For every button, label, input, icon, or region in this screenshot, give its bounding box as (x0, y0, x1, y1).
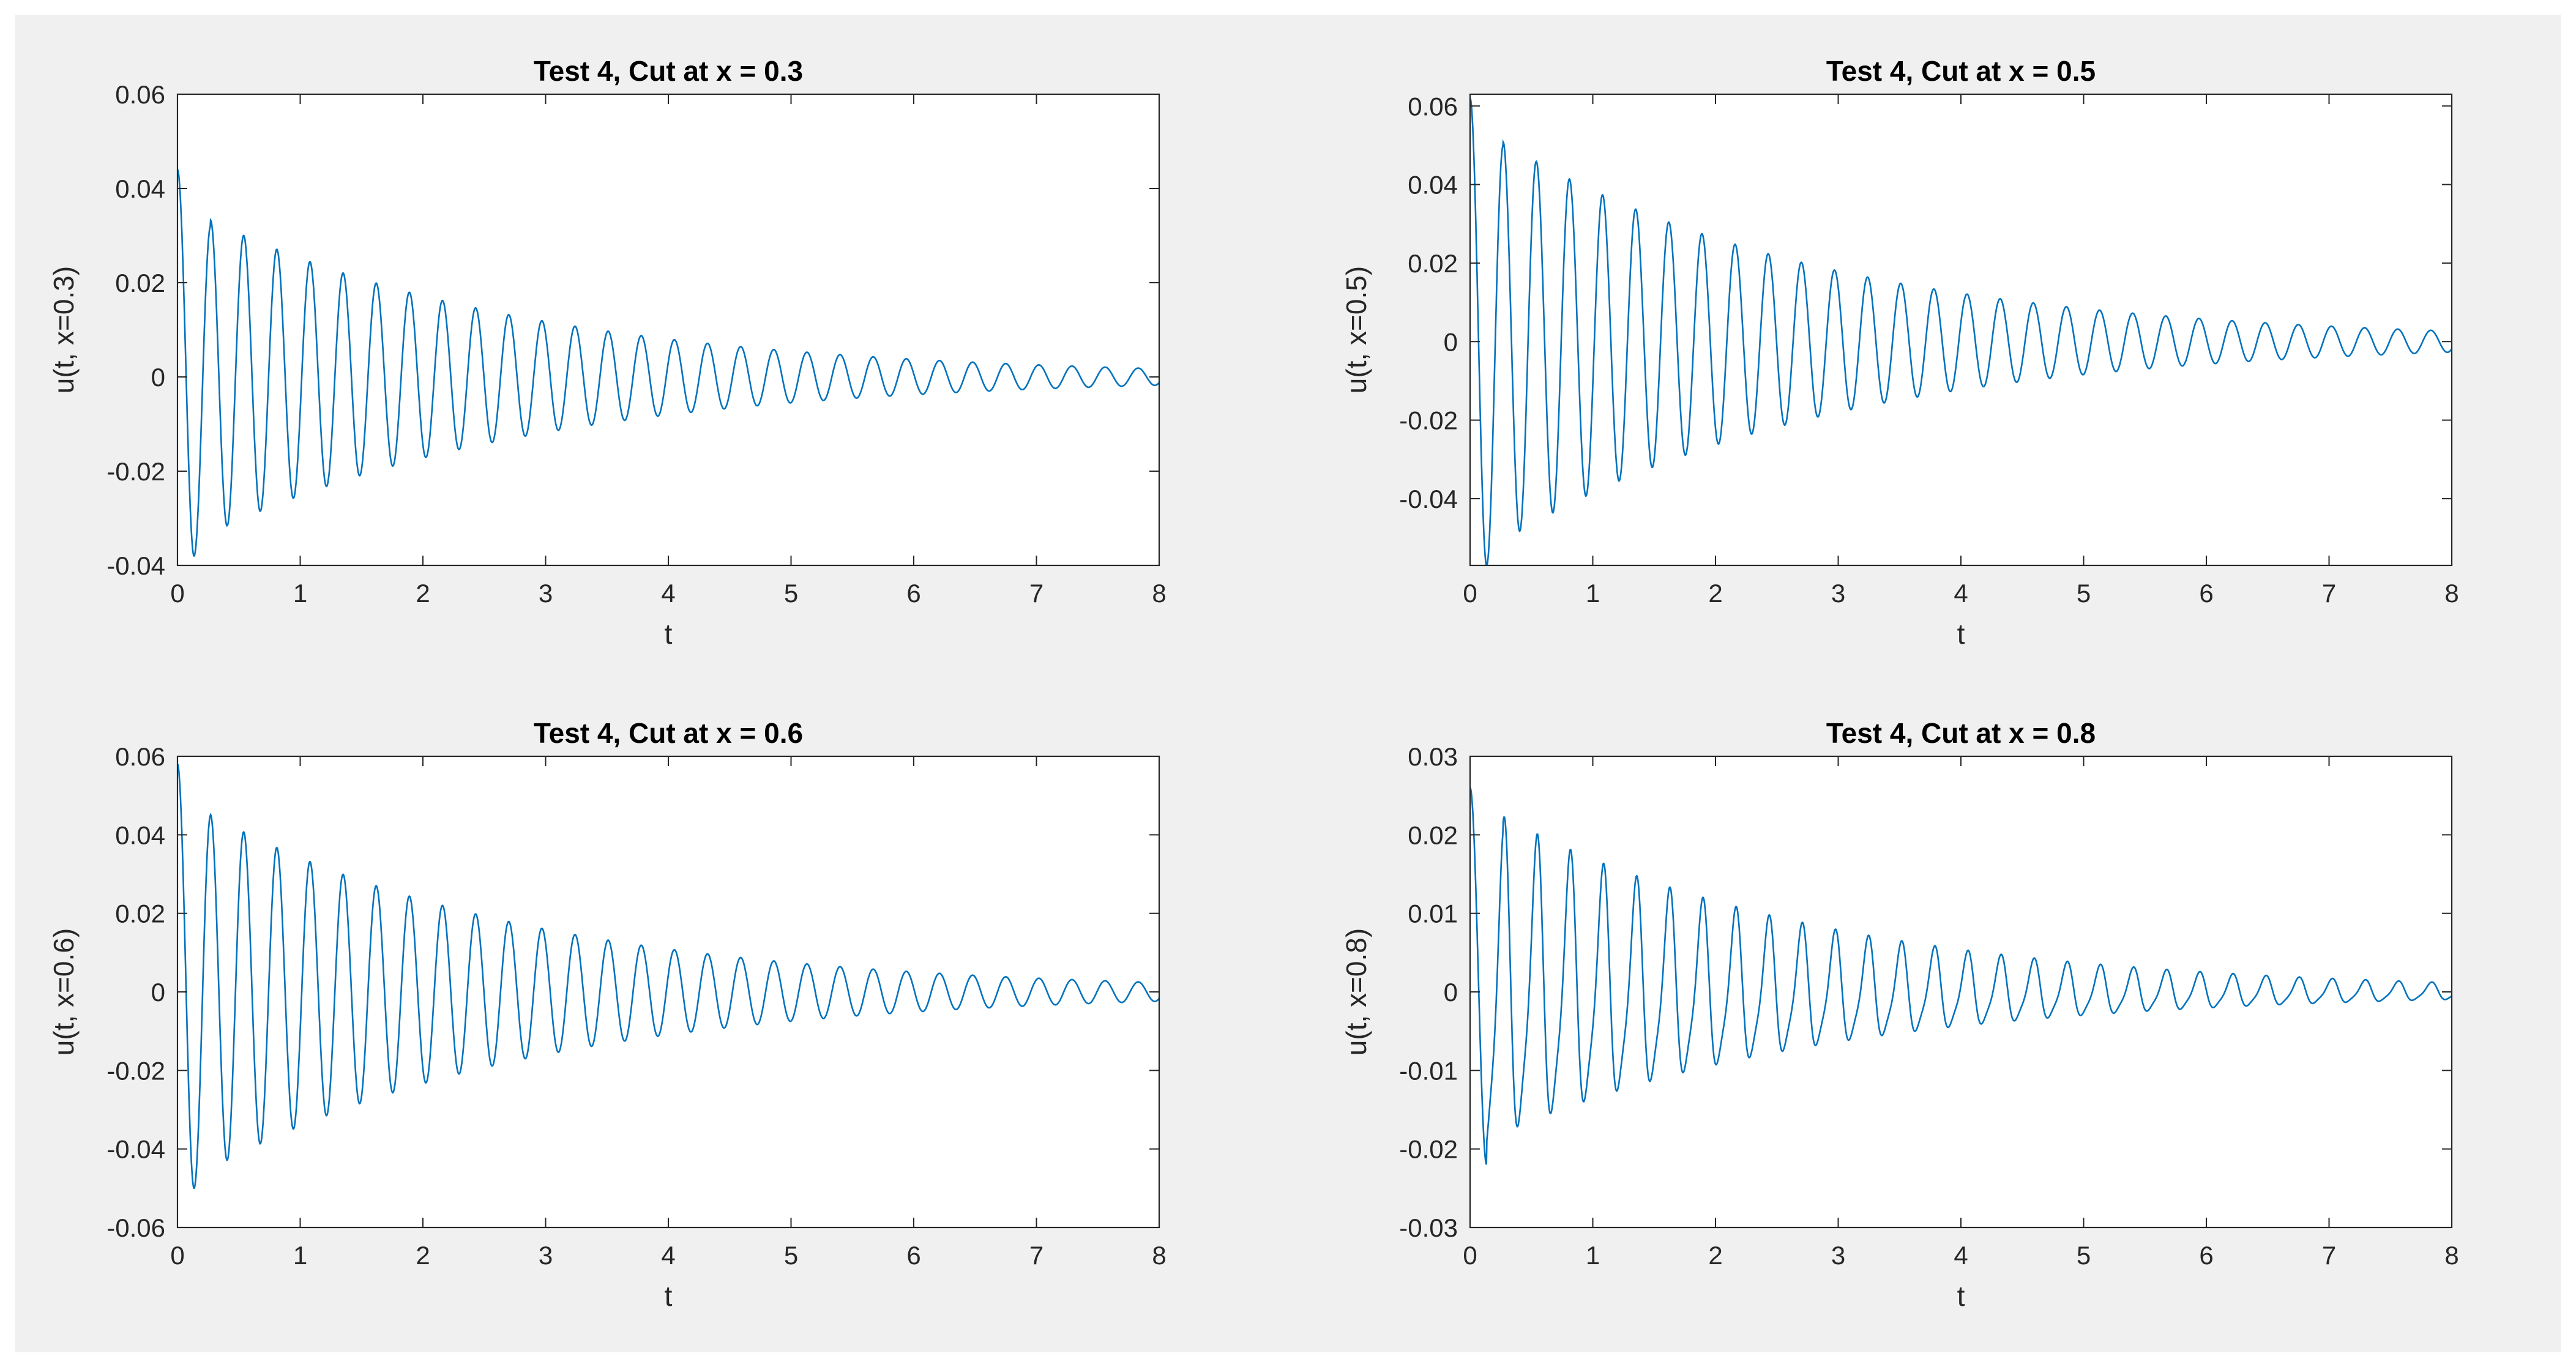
x-tick-label: 2 (1708, 1241, 1722, 1270)
x-tick-label: 3 (539, 579, 553, 608)
x-tick-label: 0 (1463, 1241, 1477, 1270)
x-tick-label: 7 (1029, 1241, 1043, 1270)
data-line (1470, 787, 2452, 1165)
x-axis-label: t (1957, 1280, 1965, 1312)
y-axis-label: u(t, x=0.3) (48, 266, 80, 393)
x-tick-label: 4 (1954, 579, 1968, 608)
data-line (1470, 97, 2452, 565)
y-tick-label: 0.04 (1408, 171, 1458, 199)
y-tick-label: 0 (151, 978, 165, 1007)
x-axis-label: t (1957, 618, 1965, 650)
x-axis-label: t (665, 618, 673, 650)
y-tick-label: 0.02 (115, 900, 165, 928)
plot-area (177, 94, 1159, 565)
x-tick-label: 8 (2444, 1241, 2458, 1270)
plot-area (177, 756, 1159, 1227)
x-tick-label: 2 (416, 579, 430, 608)
data-line (177, 169, 1159, 557)
plot-title: Test 4, Cut at x = 0.6 (534, 717, 803, 749)
y-axis-label: u(t, x=0.6) (48, 928, 80, 1056)
y-axis-label: u(t, x=0.8) (1340, 928, 1372, 1056)
subplot-2: 0 1 2 3 4 5 6 7 8 -0.04 -0.02 0 0.02 0.04 0.06 Test 4, … (1340, 55, 2459, 650)
y-tick-label: -0.03 (1399, 1213, 1458, 1242)
y-tick-label: -0.02 (1399, 406, 1458, 435)
y-tick-label: 0 (1444, 327, 1458, 356)
x-tick-label: 6 (2199, 1241, 2213, 1270)
y-tick-label: -0.02 (106, 1056, 165, 1085)
y-tick-label: 0.04 (115, 174, 165, 203)
y-tick-label: -0.06 (106, 1213, 165, 1242)
y-tick-label: 0.03 (1408, 742, 1458, 771)
plot-area (1470, 756, 2452, 1227)
x-tick-label: 5 (784, 579, 798, 608)
x-tick-label: 3 (1831, 1241, 1845, 1270)
y-tick-label: 0.06 (115, 80, 165, 109)
subplot-4: 0 1 2 3 4 5 6 7 8 -0.03 -0.02 -0.01 0 0.01 0.02 0.03 Tes… (1340, 717, 2459, 1312)
x-tick-label: 6 (906, 1241, 920, 1270)
x-tick-label: 6 (2199, 579, 2213, 608)
y-tick-label: 0.01 (1408, 900, 1458, 928)
x-tick-label: 3 (1831, 579, 1845, 608)
x-tick-label: 0 (170, 579, 184, 608)
x-tick-label: 0 (1463, 579, 1477, 608)
y-tick-label: -0.01 (1399, 1056, 1458, 1085)
plot-title: Test 4, Cut at x = 0.3 (534, 55, 803, 87)
figure-svg: 0 1 2 3 4 5 6 7 8 -0.04 -0.02 0 0.02 0.04 0.06 Test 4, … (48, 55, 2459, 1312)
x-tick-label: 1 (1586, 579, 1600, 608)
x-tick-label: 4 (661, 579, 675, 608)
x-tick-label: 7 (1029, 579, 1043, 608)
data-line (177, 764, 1159, 1189)
x-tick-label: 8 (1152, 1241, 1166, 1270)
x-tick-label: 1 (293, 579, 307, 608)
y-tick-label: 0.06 (115, 742, 165, 771)
x-tick-label: 6 (906, 579, 920, 608)
x-tick-label: 5 (2077, 1241, 2091, 1270)
x-tick-label: 7 (2322, 579, 2336, 608)
figure-canvas: 0 1 2 3 4 5 6 7 8 -0.04 -0.02 0 0.02 0.04 0.06 Test 4, … (15, 15, 2561, 1352)
x-tick-label: 1 (293, 1241, 307, 1270)
x-tick-label: 3 (539, 1241, 553, 1270)
y-tick-label: 0.02 (115, 269, 165, 297)
x-tick-label: 0 (170, 1241, 184, 1270)
y-tick-label: 0.02 (1408, 821, 1458, 849)
x-tick-label: 5 (2077, 579, 2091, 608)
x-tick-label: 7 (2322, 1241, 2336, 1270)
x-tick-label: 1 (1586, 1241, 1600, 1270)
x-tick-label: 8 (1152, 579, 1166, 608)
plot-title: Test 4, Cut at x = 0.8 (1826, 717, 2096, 749)
y-tick-label: -0.04 (106, 1135, 165, 1164)
x-tick-label: 2 (1708, 579, 1722, 608)
plot-title: Test 4, Cut at x = 0.5 (1826, 55, 2096, 87)
y-tick-label: 0.02 (1408, 249, 1458, 278)
x-tick-label: 4 (661, 1241, 675, 1270)
y-tick-label: -0.02 (1399, 1135, 1458, 1164)
x-axis-label: t (665, 1280, 673, 1312)
y-tick-label: 0 (1444, 978, 1458, 1007)
y-tick-label: -0.04 (106, 551, 165, 580)
y-tick-label: 0.04 (115, 821, 165, 849)
x-tick-label: 2 (416, 1241, 430, 1270)
y-tick-label: -0.04 (1399, 485, 1458, 513)
plot-area (1470, 94, 2452, 565)
y-axis-label: u(t, x=0.5) (1340, 266, 1372, 393)
subplot-1: 0 1 2 3 4 5 6 7 8 -0.04 -0.02 0 0.02 0.04 0.06 Test 4, … (48, 55, 1167, 650)
x-tick-label: 5 (784, 1241, 798, 1270)
y-tick-label: -0.02 (106, 457, 165, 486)
y-tick-label: 0.06 (1408, 92, 1458, 121)
y-tick-label: 0 (151, 363, 165, 392)
x-tick-label: 8 (2444, 579, 2458, 608)
subplot-3: 0 1 2 3 4 5 6 7 8 -0.06 -0.04 -0.02 0 0.02 0.04 0.06 Tes… (48, 717, 1167, 1312)
x-tick-label: 4 (1954, 1241, 1968, 1270)
